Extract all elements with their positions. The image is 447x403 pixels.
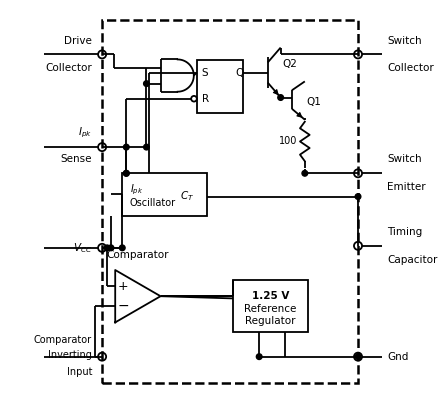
Text: Drive: Drive xyxy=(64,35,92,46)
Text: Timing: Timing xyxy=(387,227,422,237)
Text: Q2: Q2 xyxy=(283,60,298,69)
Text: 1.25 V: 1.25 V xyxy=(252,291,289,301)
Text: +: + xyxy=(118,280,129,293)
Text: $V_{CC}$: $V_{CC}$ xyxy=(73,241,92,255)
Circle shape xyxy=(257,354,262,359)
Text: Regulator: Regulator xyxy=(245,316,295,326)
Text: Switch: Switch xyxy=(387,35,422,46)
Text: Q1: Q1 xyxy=(307,97,322,106)
Circle shape xyxy=(123,144,129,150)
Text: Capacitor: Capacitor xyxy=(387,255,438,265)
Text: Collector: Collector xyxy=(387,63,434,73)
Text: Emitter: Emitter xyxy=(387,182,426,192)
Circle shape xyxy=(355,194,361,199)
Text: $I_{pk}$: $I_{pk}$ xyxy=(78,125,92,140)
Text: Switch: Switch xyxy=(387,154,422,164)
Circle shape xyxy=(143,144,149,150)
Text: Gnd: Gnd xyxy=(387,352,409,361)
Text: $I_{pk}$: $I_{pk}$ xyxy=(130,182,143,197)
Text: R: R xyxy=(202,94,209,104)
Circle shape xyxy=(123,170,129,176)
Text: Comparator: Comparator xyxy=(34,334,92,345)
Circle shape xyxy=(278,95,283,100)
Text: Input: Input xyxy=(67,367,92,377)
Text: Reference: Reference xyxy=(244,304,296,314)
Circle shape xyxy=(302,170,308,176)
Text: Comparator: Comparator xyxy=(107,250,169,260)
Bar xyxy=(102,20,358,383)
Text: Collector: Collector xyxy=(45,63,92,73)
Text: Q: Q xyxy=(235,68,243,78)
Text: S: S xyxy=(202,68,208,78)
Text: Sense: Sense xyxy=(60,154,92,164)
Bar xyxy=(233,280,308,332)
Text: −: − xyxy=(118,299,129,313)
Circle shape xyxy=(123,170,129,176)
Circle shape xyxy=(108,245,114,251)
Circle shape xyxy=(104,245,110,251)
Bar xyxy=(122,173,207,216)
Text: $C_T$: $C_T$ xyxy=(180,190,194,204)
Circle shape xyxy=(143,81,149,87)
Bar xyxy=(197,60,243,113)
Circle shape xyxy=(355,354,361,359)
Text: Inverting: Inverting xyxy=(48,350,92,360)
Circle shape xyxy=(119,245,125,251)
Text: 100: 100 xyxy=(279,137,298,146)
Text: Oscillator: Oscillator xyxy=(130,198,176,208)
